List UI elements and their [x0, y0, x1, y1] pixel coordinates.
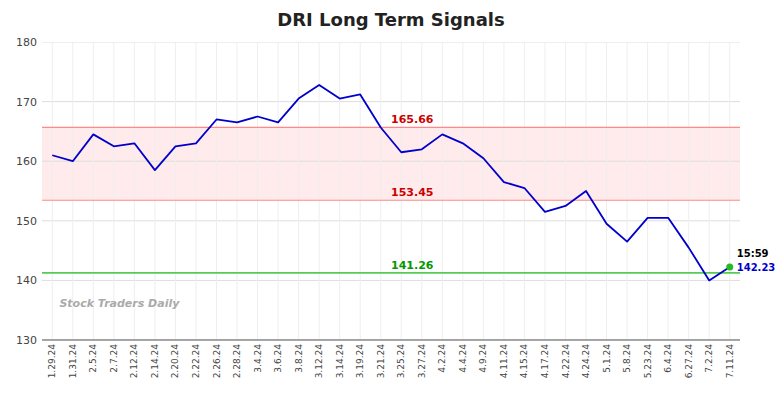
last-price-label: 142.23 — [737, 262, 776, 273]
x-grid-line — [113, 42, 114, 340]
x-tick-label: 2.20.24 — [170, 344, 180, 379]
x-grid-line — [462, 42, 463, 340]
y-tick-label: 140 — [16, 274, 37, 287]
x-tick-label: 3.12.24 — [314, 344, 324, 379]
reference-label: 165.66 — [391, 113, 434, 126]
y-tick-label: 160 — [16, 155, 37, 168]
y-grid-line — [42, 220, 740, 221]
reference-label: 153.45 — [391, 186, 433, 199]
x-grid-line — [606, 42, 607, 340]
x-grid-line — [544, 42, 545, 340]
x-tick-label: 4.4.24 — [458, 344, 468, 373]
x-grid-line — [627, 42, 628, 340]
watermark: Stock Traders Daily — [59, 297, 180, 310]
x-grid-line — [154, 42, 155, 340]
y-grid-line — [42, 101, 740, 102]
y-grid-line — [42, 340, 740, 341]
x-tick-label: 3.21.24 — [376, 344, 386, 379]
x-grid-line — [319, 42, 320, 340]
x-tick-label: 3.19.24 — [355, 344, 365, 379]
x-tick-label: 4.22.24 — [561, 344, 571, 379]
x-tick-label: 3.6.24 — [273, 344, 283, 373]
x-tick-label: 2.5.24 — [88, 344, 98, 373]
x-tick-label: 4.17.24 — [540, 344, 550, 379]
band — [42, 127, 740, 200]
x-tick-label: 2.7.24 — [109, 344, 119, 373]
x-tick-label: 2.12.24 — [129, 344, 139, 379]
y-grid-line — [42, 42, 740, 43]
x-grid-line — [483, 42, 484, 340]
x-grid-line — [729, 42, 730, 340]
x-grid-line — [524, 42, 525, 340]
reference-line — [42, 127, 740, 128]
x-grid-line — [216, 42, 217, 340]
x-grid-line — [442, 42, 443, 340]
x-tick-label: 4.9.24 — [478, 344, 488, 373]
x-axis-line — [42, 340, 740, 341]
x-grid-line — [195, 42, 196, 340]
x-tick-label: 2.26.24 — [212, 344, 222, 379]
x-grid-line — [257, 42, 258, 340]
x-tick-label: 4.11.24 — [499, 344, 509, 379]
x-tick-label: 3.25.24 — [396, 344, 406, 379]
reference-label: 141.26 — [391, 259, 434, 272]
x-tick-label: 7.2.24 — [704, 344, 714, 373]
y-grid-line — [42, 280, 740, 281]
last-point — [726, 264, 733, 271]
y-tick-label: 180 — [16, 36, 37, 49]
x-tick-label: 7.11.24 — [725, 344, 735, 379]
x-grid-line — [380, 42, 381, 340]
reference-line — [42, 272, 740, 274]
plot-area — [42, 42, 740, 340]
x-tick-label: 3.4.24 — [253, 344, 263, 373]
x-grid-line — [503, 42, 504, 340]
y-tick-label: 150 — [16, 215, 37, 228]
x-grid-line — [298, 42, 299, 340]
x-grid-line — [175, 42, 176, 340]
x-grid-line — [134, 42, 135, 340]
x-tick-label: 1.31.24 — [68, 344, 78, 379]
x-tick-label: 6.27.24 — [684, 344, 694, 379]
x-tick-label: 5.23.24 — [643, 344, 653, 379]
x-grid-line — [647, 42, 648, 340]
x-grid-line — [709, 42, 710, 340]
x-grid-line — [93, 42, 94, 340]
last-time-label: 15:59 — [737, 248, 769, 259]
x-tick-label: 3.8.24 — [294, 344, 304, 373]
x-grid-line — [688, 42, 689, 340]
x-grid-line — [360, 42, 361, 340]
x-tick-label: 5.8.24 — [622, 344, 632, 373]
x-grid-line — [278, 42, 279, 340]
x-tick-label: 5.1.24 — [602, 344, 612, 373]
title: DRI Long Term Signals — [277, 9, 504, 30]
x-tick-label: 2.28.24 — [232, 344, 242, 379]
x-tick-label: 2.14.24 — [150, 344, 160, 379]
y-tick-label: 130 — [16, 334, 37, 347]
x-tick-label: 3.14.24 — [335, 344, 345, 379]
reference-line — [42, 200, 740, 201]
chart: DRI Long Term Signals 130 140 150 160 170 180 1… — [0, 0, 784, 398]
x-tick-label: 1.29.24 — [47, 344, 57, 379]
x-tick-label: 3.27.24 — [417, 344, 427, 379]
x-grid-line — [668, 42, 669, 340]
price-line — [52, 85, 729, 280]
x-grid-line — [339, 42, 340, 340]
x-tick-label: 4.24.24 — [581, 344, 591, 379]
x-tick-label: 4.2.24 — [437, 344, 447, 373]
y-tick-label: 170 — [16, 96, 37, 109]
x-grid-line — [72, 42, 73, 340]
x-tick-label: 6.4.24 — [663, 344, 673, 373]
x-grid-line — [52, 42, 53, 340]
x-grid-line — [565, 42, 566, 340]
x-grid-line — [237, 42, 238, 340]
x-tick-label: 2.22.24 — [191, 344, 201, 379]
x-tick-label: 4.15.24 — [519, 344, 529, 379]
